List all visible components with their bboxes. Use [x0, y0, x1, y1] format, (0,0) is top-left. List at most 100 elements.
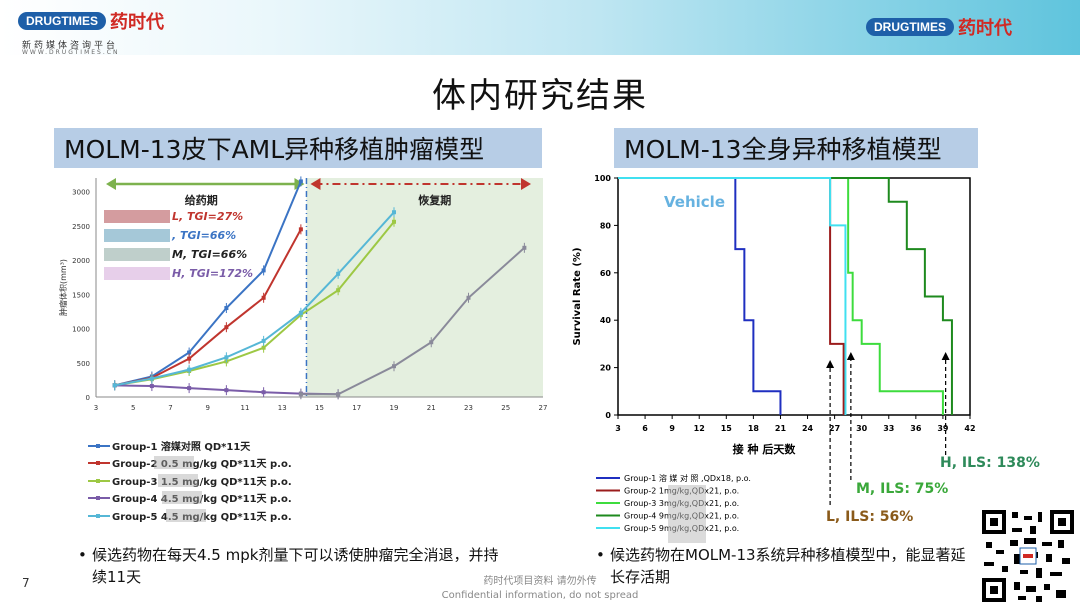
- y-tick-label: 100: [594, 174, 611, 183]
- redaction-block: [104, 229, 170, 242]
- x-tick-label: 6: [642, 424, 648, 433]
- survival-curve: [618, 177, 953, 415]
- x-axis-label: 接 种 后天数: [733, 442, 797, 456]
- series-line: [300, 247, 526, 396]
- right-bullet: • 候选药物在MOLM-13系统异种移植模型中，能显著延长存活期: [596, 546, 966, 586]
- y-tick-label: 60: [600, 269, 612, 278]
- page-number: 7: [22, 576, 30, 590]
- x-tick-label: 17: [352, 404, 361, 412]
- redaction-block: [162, 491, 202, 504]
- y-axis-label: 肿瘤体积(mm³): [58, 259, 68, 316]
- x-tick-label: 9: [206, 404, 210, 412]
- y-tick-label: 20: [600, 364, 612, 373]
- x-tick-label: 9: [669, 424, 675, 433]
- recovery-phase-band: [306, 178, 543, 397]
- legend-label: Group-5 4.5 mg/kg QD*11天 p.o.: [112, 511, 292, 523]
- x-tick-label: 15: [721, 424, 733, 433]
- y-tick-label: 500: [77, 360, 90, 368]
- tgi-annotation: , TGI=66%: [171, 229, 236, 242]
- y-tick-label: 80: [600, 221, 612, 230]
- recovery-arrow-head-left: [310, 178, 321, 190]
- redaction-block: [154, 456, 194, 469]
- x-tick-label: 24: [802, 424, 814, 433]
- callout-arrow-head: [846, 352, 855, 360]
- phase-label-recovery: 恢复期: [418, 193, 451, 207]
- ils-annotation: L, ILS: 56%: [826, 509, 913, 525]
- x-tick-label: 25: [501, 404, 510, 412]
- x-tick-label: 30: [856, 424, 868, 433]
- x-tick-label: 21: [427, 404, 436, 412]
- x-tick-label: 3: [94, 404, 98, 412]
- x-tick-label: 33: [883, 424, 894, 433]
- legend-label: Group-1 溶 媒 对 照 ,QDx18, p.o.: [624, 473, 751, 483]
- confidential-notice: 药时代项目资料 请勿外传 Confidential information, d…: [441, 576, 639, 601]
- x-tick-label: 27: [539, 404, 548, 412]
- dosing-arrow-head-left: [106, 178, 116, 190]
- series-line: [114, 211, 395, 387]
- x-tick-label: 39: [937, 424, 949, 433]
- legend-marker: [96, 461, 100, 465]
- survival-curve: [618, 177, 944, 415]
- survival-curve: [618, 177, 847, 415]
- legend-marker: [96, 496, 100, 500]
- y-tick-label: 40: [600, 316, 612, 325]
- redaction-block: [104, 267, 170, 280]
- tgi-annotation: M, TGI=66%: [172, 248, 247, 261]
- x-tick-label: 42: [964, 424, 975, 433]
- series-line: [114, 181, 302, 387]
- tgi-annotation: L, TGI=27%: [172, 210, 243, 223]
- tgi-annotation: H, TGI=172%: [172, 267, 253, 280]
- callout-arrow-head: [826, 360, 835, 368]
- legend-label: Group-4 4.5 mg/kg QD*11天 p.o.: [112, 493, 292, 505]
- plot-frame: [617, 177, 971, 416]
- drugtimes-logo-right: DRUGTIMES 药时代: [866, 14, 1012, 40]
- redaction-block: [166, 509, 206, 522]
- y-tick-label: 3000: [72, 189, 90, 197]
- redaction-block: [104, 210, 170, 223]
- left-panel-title: MOLM-13皮下AML异种移植肿瘤模型: [54, 128, 542, 168]
- x-tick-label: 7: [168, 404, 172, 412]
- slide-title: 体内研究结果: [432, 76, 648, 116]
- qr-code-icon: [980, 508, 1076, 604]
- site-url: WWW.DRUGTIMES.CN: [22, 49, 120, 56]
- x-tick-label: 18: [748, 424, 760, 433]
- y-axis-label: Survival Rate (%): [572, 247, 583, 345]
- y-tick-label: 2000: [72, 257, 90, 265]
- y-tick-label: 2500: [72, 223, 90, 231]
- y-tick-label: 1500: [72, 291, 90, 299]
- redaction-block: [158, 474, 198, 487]
- y-tick-label: 0: [86, 394, 90, 402]
- legend-marker: [96, 479, 100, 483]
- tagline: 新药媒体咨询平台: [22, 41, 119, 51]
- left-bullet: • 候选药物在每天4.5 mpk剂量下可以诱使肿瘤完全消退，并持续11天: [78, 546, 499, 586]
- x-tick-label: 13: [278, 404, 287, 412]
- survival-curve: [618, 177, 782, 415]
- x-tick-label: 27: [829, 424, 840, 433]
- x-tick-label: 23: [464, 404, 473, 412]
- legend-label: Group-3 1.5 mg/kg QD*11天 p.o.: [112, 476, 292, 488]
- x-tick-label: 21: [775, 424, 787, 433]
- x-tick-label: 19: [390, 404, 399, 412]
- vehicle-annotation: Vehicle: [664, 193, 725, 211]
- phase-label-dosing: 给药期: [185, 193, 218, 207]
- recovery-arrow-head-right: [521, 178, 531, 190]
- ils-annotation: H, ILS: 138%: [940, 455, 1040, 471]
- x-tick-label: 11: [241, 404, 250, 412]
- redaction-block: [668, 485, 706, 543]
- legend-marker: [96, 514, 100, 518]
- y-tick-label: 1000: [72, 326, 90, 334]
- x-tick-label: 5: [131, 404, 135, 412]
- legend-label: Group-2 0.5 mg/kg QD*11天 p.o.: [112, 458, 292, 470]
- x-tick-label: 36: [910, 424, 922, 433]
- x-tick-label: 3: [615, 424, 621, 433]
- x-tick-label: 15: [315, 404, 324, 412]
- ils-annotation: M, ILS: 75%: [856, 481, 948, 497]
- legend-label: Group-1 溶媒对照 QD*11天: [112, 440, 251, 453]
- legend-marker: [96, 444, 100, 448]
- y-tick-label: 0: [605, 411, 611, 420]
- drugtimes-logo: DRUGTIMES 药时代: [18, 8, 164, 34]
- x-tick-label: 12: [694, 424, 705, 433]
- callout-arrow-head: [941, 352, 950, 360]
- redaction-block: [104, 248, 170, 261]
